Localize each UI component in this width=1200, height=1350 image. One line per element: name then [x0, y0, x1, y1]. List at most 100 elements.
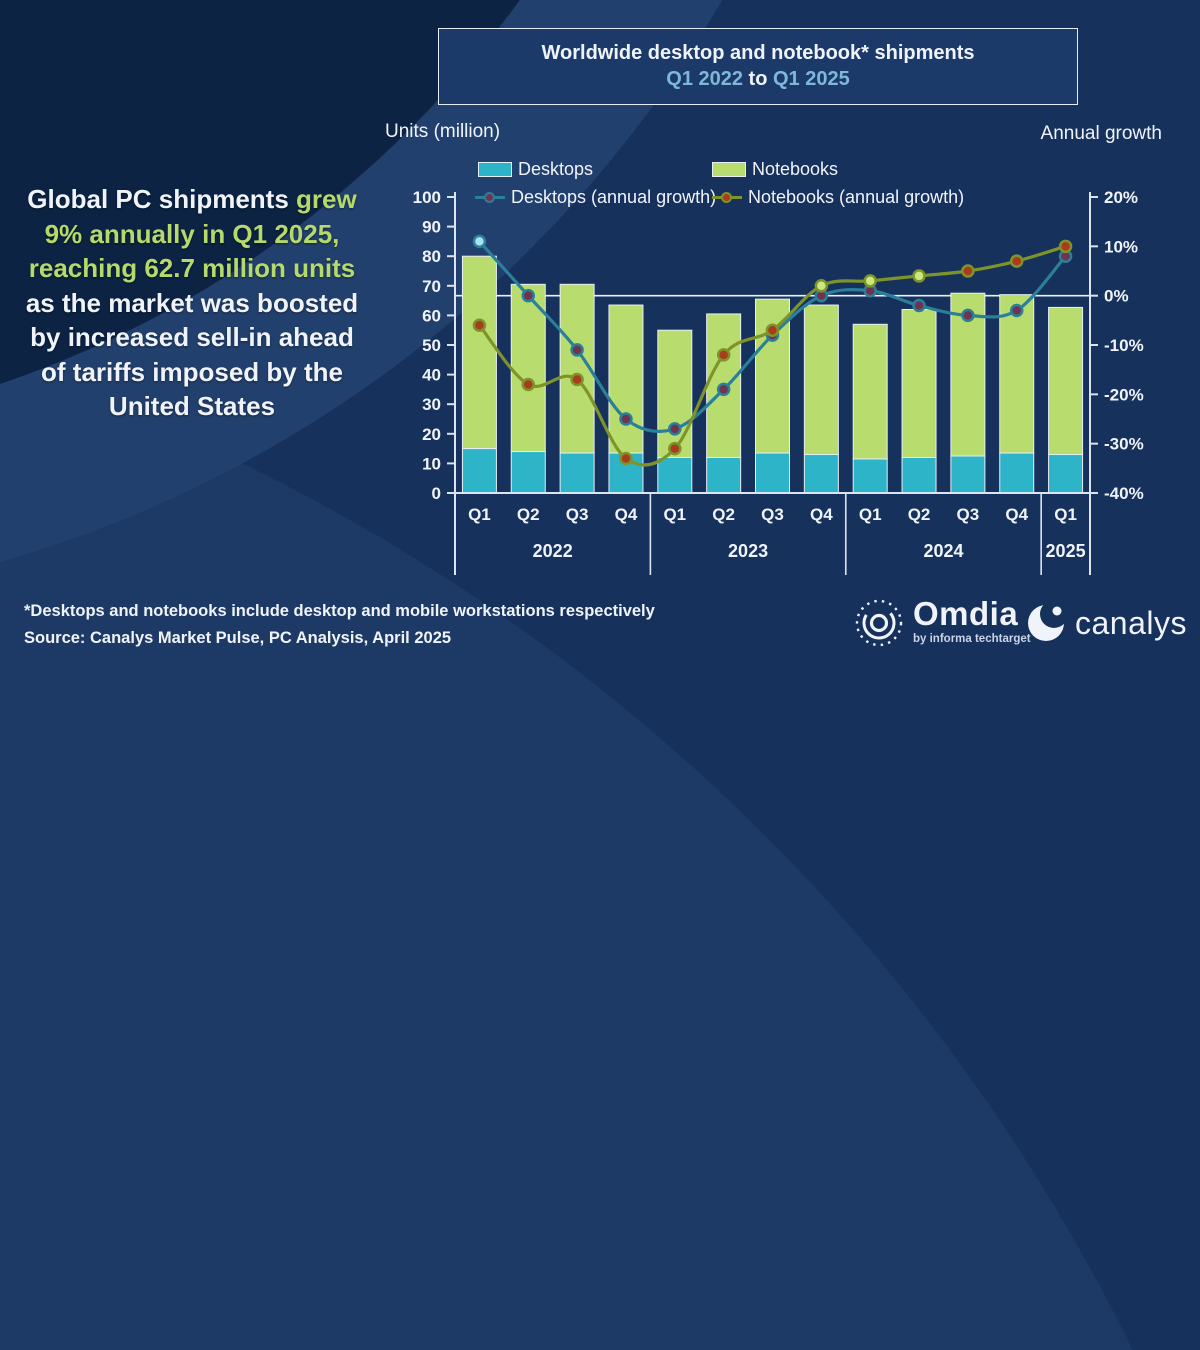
- left-axis-label: 70: [422, 277, 441, 296]
- left-axis-label: 20: [422, 425, 441, 444]
- right-axis-label: -30%: [1104, 435, 1144, 454]
- right-axis-label: -40%: [1104, 484, 1144, 503]
- right-axis-label: 0%: [1104, 287, 1129, 306]
- canalys-logo-text: canalys: [1075, 604, 1187, 641]
- bar-desktops-Q2 2022: [510, 451, 546, 494]
- growth-marker-Q3 2022: [570, 372, 584, 387]
- growth-marker-Q2 2022: [521, 377, 536, 392]
- bar-desktops-Q3 2024: [950, 455, 986, 494]
- growth-marker-Q3 2022: [570, 343, 584, 357]
- legend-desktops-growth: Desktops (annual growth): [475, 187, 716, 208]
- right-axis-title: Annual growth: [1040, 123, 1162, 144]
- growth-marker-Q1 2024: [863, 274, 877, 288]
- bar-notebooks-Q4 2022: [608, 304, 644, 454]
- chart-title: Worldwide desktop and notebook* shipment…: [541, 42, 975, 64]
- bar-desktops-Q4 2023: [803, 454, 839, 494]
- bar-notebooks-Q2 2024: [901, 308, 937, 458]
- bar-desktops-Q2 2023: [706, 456, 742, 494]
- omdia-logo-text: Omdia: [913, 595, 1019, 632]
- legend-notebooks-swatch: [712, 162, 746, 177]
- quarter-label: Q3: [566, 505, 589, 524]
- growth-marker-Q1 2022: [472, 234, 487, 249]
- growth-marker-Q3 2024: [961, 308, 975, 323]
- legend-notebooks-growth-label: Notebooks (annual growth): [748, 187, 965, 207]
- growth-marker-Q4 2022: [619, 451, 633, 466]
- left-axis-label: 0: [432, 484, 441, 503]
- headline-white-1: Global PC shipments: [27, 184, 297, 214]
- quarter-label: Q1: [859, 505, 882, 524]
- growth-marker-Q1 2023: [668, 422, 682, 436]
- bar-desktops-Q2 2024: [901, 456, 937, 494]
- bar-desktops-Q1 2025: [1048, 454, 1084, 494]
- chart-region: Units (million) Annual growth 0 10 20 30 40 5…: [380, 115, 1170, 605]
- growth-marker-Q2 2024: [912, 269, 926, 283]
- quarter-label: Q3: [957, 505, 980, 524]
- legend-notebooks-growth-marker-icon: [721, 192, 732, 204]
- quarter-label: Q1: [663, 505, 686, 524]
- axes: 0 10 20 30 40 50 60 70 80 90 100 -40% -30% -20% -10% 0%…: [413, 188, 1144, 575]
- bar-desktops-Q3 2022: [559, 452, 595, 494]
- growth-marker-Q3 2024: [961, 264, 975, 278]
- bar-notebooks-Q4 2023: [803, 304, 839, 456]
- headline-text: Global PC shipments grew 9% annually in …: [18, 182, 366, 424]
- canalys-logo: canalys: [1026, 603, 1187, 643]
- quarter-label: Q2: [517, 505, 540, 524]
- growth-marker-Q1 2023: [668, 441, 682, 456]
- growth-marker-Q3 2023: [765, 323, 780, 337]
- left-axis-title: Units (million): [385, 121, 501, 142]
- growth-marker-Q2 2023: [716, 382, 731, 397]
- bar-notebooks-Q1 2022: [461, 255, 497, 450]
- left-axis-label: 60: [422, 306, 441, 325]
- left-axis-label: 90: [422, 218, 441, 237]
- quarter-label: Q3: [761, 505, 784, 524]
- left-axis-label: 50: [422, 336, 441, 355]
- growth-marker-Q1 2022: [472, 318, 487, 333]
- growth-marker-Q2 2024: [912, 298, 926, 313]
- legend-desktops-swatch: [478, 162, 512, 177]
- right-axis-label: 10%: [1104, 237, 1138, 256]
- footnote: *Desktops and notebooks include desktop …: [24, 602, 655, 620]
- year-label-2022: 2022: [533, 541, 573, 561]
- range-start: Q1 2022: [666, 68, 743, 90]
- year-label-2025: 2025: [1046, 541, 1086, 561]
- growth-marker-Q4 2022: [619, 412, 633, 426]
- bar-desktops-Q1 2023: [657, 456, 693, 494]
- canalys-logo-icon: [1028, 603, 1066, 641]
- omdia-logo-tagline: by informa techtarget: [913, 633, 1031, 645]
- growth-marker-Q2 2023: [716, 348, 731, 362]
- chart-title-box: Worldwide desktop and notebook* shipment…: [438, 28, 1078, 105]
- right-axis-label: 20%: [1104, 188, 1138, 207]
- quarter-label: Q4: [615, 505, 638, 524]
- legend-notebooks: Notebooks: [712, 159, 838, 180]
- headline-white-2: as the market was boosted by increased s…: [25, 287, 359, 422]
- right-axis-label: -10%: [1104, 336, 1144, 355]
- quarter-label: Q2: [908, 505, 931, 524]
- quarter-label: Q2: [712, 505, 735, 524]
- legend-desktops-growth-label: Desktops (annual growth): [511, 187, 717, 207]
- bar-desktops-Q4 2024: [999, 452, 1035, 494]
- quarter-label: Q4: [1005, 505, 1028, 524]
- growth-marker-Q4 2024: [1009, 303, 1024, 318]
- headline-green: grew 9% annually in Q1 2025, reaching 62…: [28, 184, 357, 284]
- bar-group: [461, 255, 1084, 494]
- left-axis-label: 40: [422, 366, 441, 385]
- growth-marker-Q4 2023: [814, 279, 829, 293]
- right-axis-label: -20%: [1104, 385, 1144, 404]
- bar-desktops-Q1 2024: [852, 458, 888, 494]
- infographic-page: { "title_box": { "line1": "Worldwide des…: [0, 0, 1187, 649]
- bar-notebooks-Q4 2024: [999, 294, 1035, 454]
- omdia-logo-icon: [855, 599, 903, 647]
- year-label-2024: 2024: [923, 541, 963, 561]
- source-line: Source: Canalys Market Pulse, PC Analysi…: [24, 629, 452, 647]
- left-axis-label: 10: [422, 454, 441, 473]
- legend-notebooks-label: Notebooks: [752, 159, 839, 179]
- bar-notebooks-Q1 2023: [657, 329, 693, 458]
- range-to: to: [743, 68, 773, 90]
- growth-line-desktops: [472, 234, 1073, 436]
- quarter-label: Q4: [810, 505, 833, 524]
- left-axis-label: 80: [422, 247, 441, 266]
- omdia-logo: Omdia by informa techtarget: [853, 597, 1031, 649]
- legend-desktops: Desktops: [478, 159, 593, 180]
- bar-desktops-Q3 2023: [755, 452, 790, 494]
- bar-notebooks-Q1 2025: [1048, 306, 1084, 456]
